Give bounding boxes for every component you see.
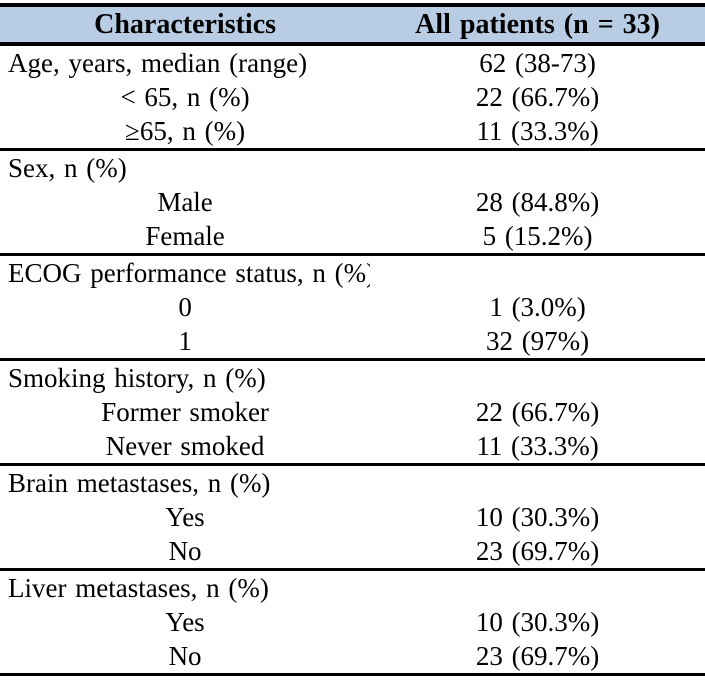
table-row: Liver metastases, n (%) [0,571,705,605]
table-row: 1 32 (97%) [0,324,705,358]
row-value: 62 (38-73) [479,48,596,78]
table-section: Liver metastases, n (%) Yes 10 (30.3%) No 23… [0,571,705,673]
row-value: 1 (3.0%) [489,292,586,322]
row-label-sub: 1 [178,326,192,356]
column-header-all-patients: All patients (n = 33) [415,9,660,40]
row-label-sub: Male [157,187,213,217]
table-row: No 23 (69.7%) [0,639,705,673]
row-label-sub: Yes [165,607,205,637]
row-value: 5 (15.2%) [482,221,593,251]
row-value [370,361,705,395]
row-value: 28 (84.8%) [475,187,600,217]
row-label-sub: Never smoked [105,431,265,461]
table-row: ≥65, n (%) 11 (33.3%) [0,114,705,148]
table-row: Yes 10 (30.3%) [0,605,705,639]
row-value: 10 (30.3%) [475,502,600,532]
table-row: < 65, n (%) 22 (66.7%) [0,80,705,114]
row-label-sub: Former smoker [101,397,269,427]
table-row: Former smoker 22 (66.7%) [0,395,705,429]
row-value: 22 (66.7%) [475,397,600,427]
row-label-sub: ≥65, n (%) [125,116,246,146]
row-value: 23 (69.7%) [475,536,600,566]
table-section: Smoking history, n (%) Former smoker 22 (6… [0,361,705,466]
row-value: 23 (69.7%) [475,641,600,671]
table-row: No 23 (69.7%) [0,534,705,568]
table-section: Sex, n (%) Male 28 (84.8%) Female 5 (15.2%) [0,151,705,256]
table-row: ECOG performance status, n (%) [0,256,705,290]
table-row: 0 1 (3.0%) [0,290,705,324]
row-label-sub: No [168,641,202,671]
row-value [370,256,705,290]
row-label-category: Sex, n (%) [8,153,127,183]
row-label-category: ECOG performance status, n (%) [8,258,371,288]
patient-characteristics-table: Characteristics All patients (n = 33) Ag… [0,3,705,676]
table-section: Age, years, median (range) 62 (38-73) < 65… [0,46,705,151]
row-label-sub: Female [145,221,225,251]
table-section: ECOG performance status, n (%) 0 1 (3.0%) 1… [0,256,705,361]
table-row: Never smoked 11 (33.3%) [0,429,705,463]
row-value: 10 (30.3%) [475,607,600,637]
row-label-sub: < 65, n (%) [120,82,250,112]
table-row: Age, years, median (range) 62 (38-73) [0,46,705,80]
row-value: 11 (33.3%) [476,431,599,461]
table-row: Smoking history, n (%) [0,361,705,395]
row-value: 22 (66.7%) [475,82,600,112]
row-label-sub: Yes [165,502,205,532]
row-value [370,466,705,500]
table-header-row: Characteristics All patients (n = 33) [0,7,705,46]
row-label-category: Liver metastases, n (%) [8,573,269,603]
table-row: Brain metastases, n (%) [0,466,705,500]
table-row: Yes 10 (30.3%) [0,500,705,534]
row-value: 11 (33.3%) [476,116,599,146]
row-label-sub: No [168,536,202,566]
row-label-category: Smoking history, n (%) [8,363,266,393]
table-section: Brain metastases, n (%) Yes 10 (30.3%) No 23… [0,466,705,571]
table-row: Male 28 (84.8%) [0,185,705,219]
table-row: Female 5 (15.2%) [0,219,705,253]
table-body: Age, years, median (range) 62 (38-73) < 65… [0,46,705,673]
table-row: Sex, n (%) [0,151,705,185]
row-label-category: Brain metastases, n (%) [8,468,271,498]
row-value: 32 (97%) [485,326,590,356]
row-value [370,571,705,605]
row-value [370,151,705,185]
row-label-sub: 0 [178,292,192,322]
row-label-category: Age, years, median (range) [8,48,308,78]
column-header-characteristics: Characteristics [94,9,277,40]
